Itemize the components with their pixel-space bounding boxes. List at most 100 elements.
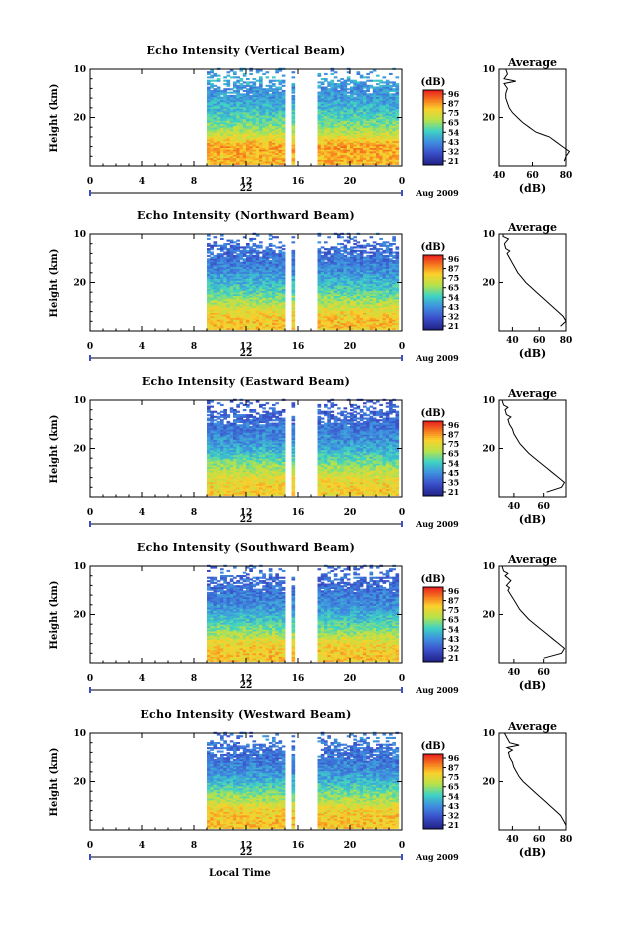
heatmap-cell: [324, 302, 328, 305]
heatmap-cell: [356, 261, 361, 264]
heatmap-cell: [233, 76, 237, 79]
heatmap-cell: [210, 261, 214, 264]
heatmap-cell: [233, 282, 237, 285]
heatmap-cell: [291, 89, 296, 92]
heatmap-cell: [207, 83, 211, 86]
heatmap-cell: [291, 91, 296, 94]
heatmap-cell: [281, 271, 286, 274]
heatmap-cell: [252, 258, 257, 261]
heatmap-cell: [229, 239, 234, 242]
heatmap-cell: [337, 251, 341, 254]
heatmap-cell: [229, 108, 234, 111]
heatmap-cell: [259, 110, 263, 113]
heatmap-cell: [392, 317, 396, 320]
heatmap-cell: [385, 259, 390, 262]
heatmap-cell: [389, 135, 393, 138]
heatmap-cell: [353, 290, 357, 293]
heatmap-cell: [379, 288, 383, 291]
heatmap-cell: [359, 91, 364, 94]
heatmap-cell: [268, 271, 273, 274]
heatmap-cell: [346, 322, 351, 325]
heatmap-cell: [337, 86, 341, 89]
heatmap-cell: [223, 295, 227, 298]
heatmap-cell: [359, 278, 364, 281]
heatmap-cell: [389, 278, 393, 281]
heatmap-cell: [281, 304, 286, 307]
heatmap-cell: [275, 258, 279, 261]
heatmap-cell: [252, 324, 257, 327]
heatmap-cell: [363, 280, 367, 283]
heatmap-cell: [327, 130, 331, 133]
heatmap-cell: [376, 139, 380, 142]
heatmap-cell: [291, 105, 296, 108]
heatmap-cell: [379, 93, 383, 96]
heatmap-cell: [252, 299, 257, 302]
heatmap-cell: [340, 98, 344, 101]
heatmap-cell: [337, 322, 341, 325]
heatmap-cell: [246, 108, 250, 111]
heatmap-cell: [210, 152, 214, 155]
heatmap-cell: [223, 106, 227, 109]
heatmap-cell: [337, 147, 341, 150]
heatmap-cell: [385, 101, 390, 104]
heatmap-cell: [216, 309, 221, 312]
heatmap-cell: [376, 259, 380, 262]
heatmap-cell: [346, 258, 351, 261]
heatmap-cell: [343, 142, 348, 145]
heatmap-cell: [255, 295, 260, 298]
heatmap-cell: [372, 122, 377, 125]
heatmap-cell: [278, 96, 283, 99]
heatmap-cell: [255, 156, 260, 159]
heatmap-cell: [249, 115, 253, 118]
heatmap-cell: [265, 290, 270, 293]
heatmap-cell: [268, 307, 273, 310]
heatmap-cell: [333, 304, 338, 307]
heatmap-cell: [389, 244, 393, 247]
heatmap-cell: [262, 154, 266, 157]
heatmap-cell: [239, 142, 244, 145]
heatmap-cell: [278, 152, 283, 155]
heatmap-cell: [376, 263, 380, 266]
heatmap-cell: [369, 151, 374, 154]
heatmap-cell: [320, 317, 325, 320]
heatmap-cell: [327, 103, 331, 106]
heatmap-cell: [291, 307, 296, 310]
heatmap-cell: [210, 134, 214, 137]
heatmap-cell: [255, 79, 260, 82]
heatmap-cell: [291, 285, 296, 288]
heatmap-cell: [223, 130, 227, 133]
heatmap-cell: [372, 157, 377, 160]
heatmap-cell: [376, 324, 380, 327]
heatmap-cell: [372, 159, 377, 162]
heatmap-cell: [324, 288, 328, 291]
heatmap-cell: [317, 271, 322, 274]
heatmap-cell: [262, 300, 266, 303]
heatmap-cell: [330, 147, 335, 150]
heatmap-cell: [350, 140, 354, 143]
heatmap-cell: [385, 130, 390, 133]
heatmap-cell: [246, 84, 250, 87]
heatmap-cell: [372, 295, 377, 298]
heatmap-cell: [392, 137, 396, 140]
heatmap-cell: [226, 278, 231, 281]
heatmap-cell: [392, 118, 396, 121]
heatmap-cell: [359, 314, 364, 317]
heatmap-cell: [359, 128, 364, 131]
heatmap-cell: [278, 130, 283, 133]
heatmap-cell: [369, 278, 374, 281]
heatmap-cell: [252, 159, 257, 162]
heatmap-cell: [281, 251, 286, 254]
heatmap-cell: [353, 88, 357, 91]
heatmap-cell: [265, 309, 270, 312]
heatmap-cell: [340, 287, 344, 290]
heatmap-cell: [359, 326, 364, 329]
heatmap-cell: [242, 263, 247, 266]
heatmap-cell: [207, 162, 211, 165]
heatmap-cell: [246, 278, 250, 281]
heatmap-cell: [340, 270, 344, 273]
heatmap-cell: [372, 268, 377, 271]
heatmap-cell: [320, 261, 325, 264]
heatmap-cell: [382, 270, 387, 273]
heatmap-cell: [233, 322, 237, 325]
heatmap-cell: [366, 244, 370, 247]
